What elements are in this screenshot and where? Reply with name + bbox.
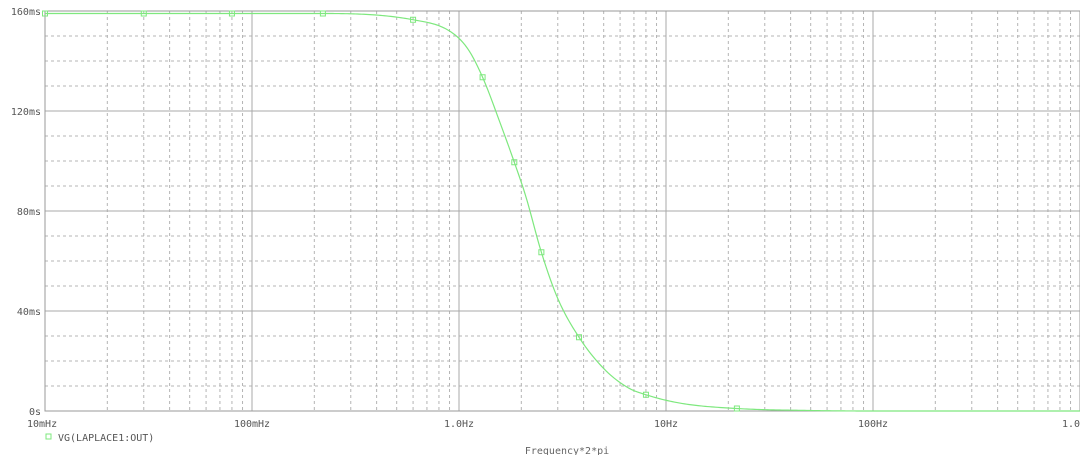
x-tick-label: 10Hz bbox=[654, 419, 678, 430]
x-tick-label: 100Hz bbox=[858, 419, 888, 430]
y-tick-label: 40ms bbox=[17, 307, 41, 318]
series-marker bbox=[410, 16, 417, 23]
y-tick-label: 0s bbox=[29, 407, 41, 418]
series-marker bbox=[733, 405, 740, 412]
series-marker bbox=[319, 10, 326, 17]
x-axis-label: Frequency*2*pi bbox=[525, 446, 609, 455]
series-marker bbox=[576, 334, 583, 341]
series-marker bbox=[140, 10, 147, 17]
series-marker bbox=[511, 159, 518, 166]
y-tick-label: 120ms bbox=[11, 107, 41, 118]
x-tick-label: 100mHz bbox=[234, 419, 270, 430]
series-marker bbox=[42, 10, 48, 17]
series-marker bbox=[642, 391, 649, 398]
y-tick-label: 80ms bbox=[17, 207, 41, 218]
series-line bbox=[45, 12, 1080, 412]
x-tick-label: 1.0KHz bbox=[1062, 419, 1080, 430]
legend: VG(LAPLACE1:OUT) bbox=[45, 433, 154, 444]
x-axis-ticks: 10mHz 100mHz 1.0Hz 10Hz 100Hz 1.0KHz bbox=[27, 419, 1080, 430]
series-layer bbox=[42, 10, 1080, 412]
plot-frame bbox=[44, 10, 1080, 412]
x-tick-label: 10mHz bbox=[27, 419, 57, 430]
legend-label: VG(LAPLACE1:OUT) bbox=[58, 433, 154, 444]
y-tick-label: 160ms bbox=[11, 7, 41, 18]
legend-marker-icon bbox=[45, 433, 52, 440]
y-axis-ticks: 0s 40ms 80ms 120ms 160ms bbox=[11, 7, 41, 418]
series-marker bbox=[228, 10, 235, 17]
series-marker bbox=[538, 249, 545, 256]
series-marker bbox=[479, 74, 486, 81]
x-tick-label: 1.0Hz bbox=[444, 419, 474, 430]
major-grid bbox=[45, 11, 1080, 411]
